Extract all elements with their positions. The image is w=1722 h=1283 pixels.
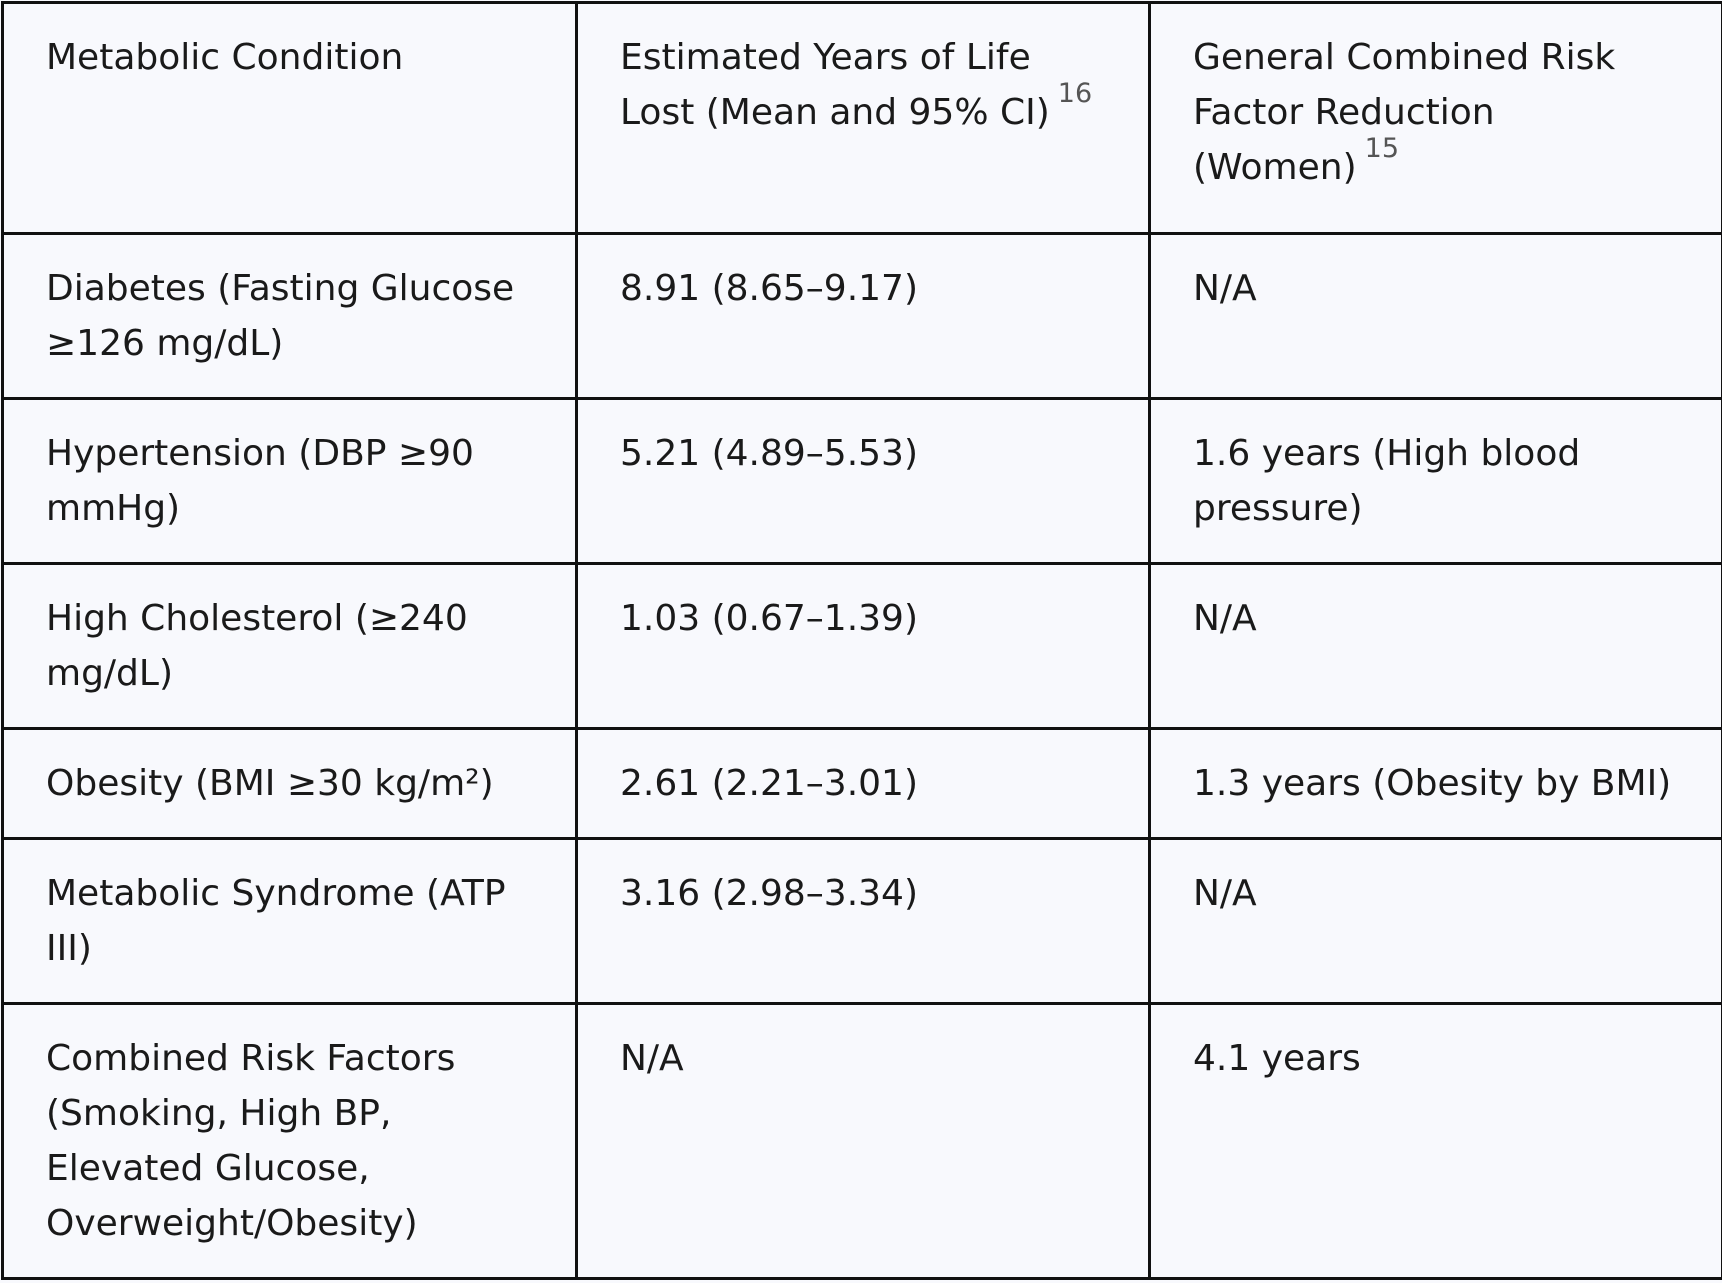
table-body: Diabetes (Fasting Glucose ≥126 mg/dL)8.9… — [3, 234, 1722, 1279]
header-text: Estimated Years of Life Lost (Mean and 9… — [620, 37, 1050, 133]
table-cell: Obesity (BMI ≥30 kg/m²) — [3, 729, 577, 839]
table-cell: 1.6 years (High blood pressure) — [1150, 399, 1722, 564]
table-cell: 5.21 (4.89–5.53) — [577, 399, 1150, 564]
table-cell: N/A — [1150, 564, 1722, 729]
table-cell: N/A — [1150, 839, 1722, 1004]
header-text: Metabolic Condition — [46, 37, 403, 78]
table-row: Metabolic Syndrome (ATP III)3.16 (2.98–3… — [3, 839, 1722, 1004]
header-row: Metabolic Condition Estimated Years of Li… — [3, 3, 1722, 234]
reference: 16 — [1058, 78, 1092, 109]
table-cell: 3.16 (2.98–3.34) — [577, 839, 1150, 1004]
table-row: High Cholesterol (≥240 mg/dL)1.03 (0.67–… — [3, 564, 1722, 729]
table-cell: 2.61 (2.21–3.01) — [577, 729, 1150, 839]
header-cell: Metabolic Condition — [3, 3, 577, 234]
header-text: General Combined Risk Factor Reduction (… — [1193, 37, 1615, 188]
table-row: Obesity (BMI ≥30 kg/m²)2.61 (2.21–3.01)1… — [3, 729, 1722, 839]
header-cell: Estimated Years of Life Lost (Mean and 9… — [577, 3, 1150, 234]
table-cell: 4.1 years — [1150, 1004, 1722, 1279]
header-cell: General Combined Risk Factor Reduction (… — [1150, 3, 1722, 234]
table-cell: Diabetes (Fasting Glucose ≥126 mg/dL) — [3, 234, 577, 399]
table-cell: 8.91 (8.65–9.17) — [577, 234, 1150, 399]
table-cell: Metabolic Syndrome (ATP III) — [3, 839, 577, 1004]
table-cell: N/A — [1150, 234, 1722, 399]
table-row: Hypertension (DBP ≥90 mmHg)5.21 (4.89–5.… — [3, 399, 1722, 564]
table-cell: Combined Risk Factors (Smoking, High BP,… — [3, 1004, 577, 1279]
table-cell: N/A — [577, 1004, 1150, 1279]
table-row: Combined Risk Factors (Smoking, High BP,… — [3, 1004, 1722, 1279]
table-cell: High Cholesterol (≥240 mg/dL) — [3, 564, 577, 729]
reference: 15 — [1365, 133, 1399, 164]
table-cell: Hypertension (DBP ≥90 mmHg) — [3, 399, 577, 564]
table-row: Diabetes (Fasting Glucose ≥126 mg/dL)8.9… — [3, 234, 1722, 399]
table-cell: 1.3 years (Obesity by BMI) — [1150, 729, 1722, 839]
table-cell: 1.03 (0.67–1.39) — [577, 564, 1150, 729]
